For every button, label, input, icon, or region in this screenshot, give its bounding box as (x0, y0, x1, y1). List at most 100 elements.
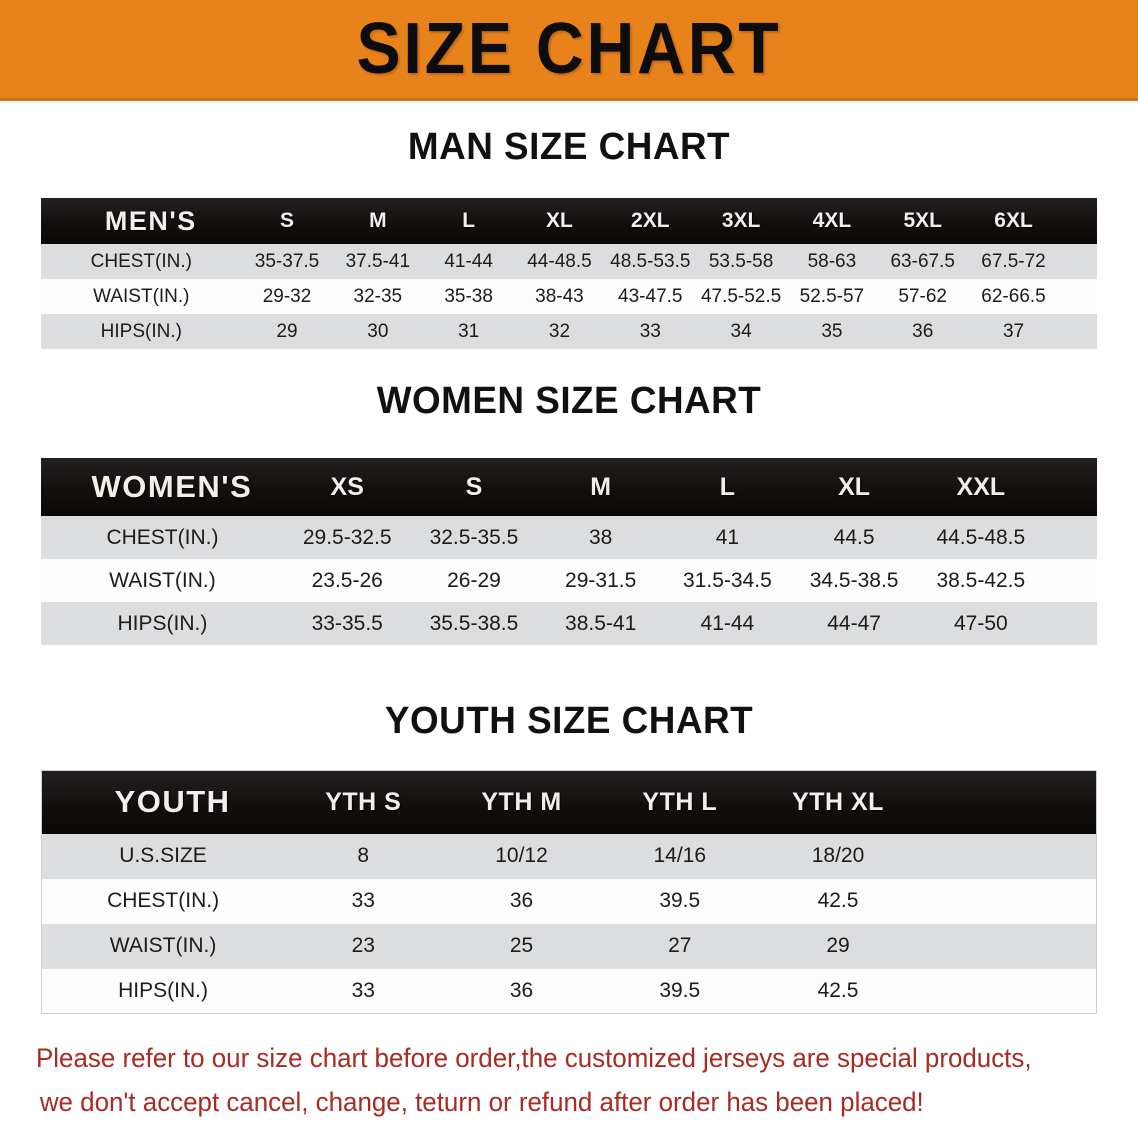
measurement-cell: 33 (639, 320, 661, 342)
measurement-cell: 41-44 (444, 250, 493, 272)
size-column-header: XL (546, 209, 573, 232)
row-label: HIPS(IN.) (100, 320, 182, 342)
measurement-cell: 44-48.5 (527, 250, 592, 272)
size-column-header: YTH M (481, 787, 562, 816)
order-policy-disclaimer: Please refer to our size chart before or… (36, 1036, 1063, 1124)
row-label: WAIST(IN.) (93, 285, 190, 307)
table-row: U.S.SIZE 8 10/12 14/16 18/20 (41, 833, 1097, 879)
measurement-cell: 34.5-38.5 (809, 568, 899, 592)
row-label: CHEST(IN.) (106, 525, 219, 549)
section-heading-man: MAN SIZE CHART (407, 126, 731, 168)
size-column-header: YTH XL (792, 787, 884, 816)
size-column-header: M (590, 472, 612, 501)
measurement-cell: 10/12 (495, 844, 548, 867)
women-size-table: WOMEN'S XS S M L XL XXL CHEST(IN.) 29.5-32.5 32.5… (41, 458, 1097, 645)
measurement-cell: 44.5 (833, 525, 875, 549)
measurement-cell: 62-66.5 (981, 285, 1046, 307)
measurement-cell: 14/16 (653, 844, 707, 867)
size-column-header: 3XL (721, 209, 761, 232)
row-label: CHEST(IN.) (107, 889, 220, 912)
section-heading-women: WOMEN SIZE CHART (376, 380, 762, 422)
measurement-cell: 31.5-34.5 (683, 568, 772, 592)
measurement-cell: 52.5-57 (799, 285, 865, 307)
size-column-header: YTH S (325, 787, 402, 816)
row-label: CHEST(IN.) (90, 250, 192, 272)
measurement-cell: 36 (912, 320, 934, 342)
measurement-cell: 23.5-26 (311, 568, 383, 592)
measurement-cell: 29-31.5 (565, 568, 637, 592)
measurement-cell: 32-35 (353, 285, 403, 307)
row-filler-cell (1044, 602, 1097, 645)
measurement-cell: 37 (1002, 320, 1025, 342)
measurement-cell: 29-32 (262, 285, 312, 307)
table-row: WAIST(IN.) 23 25 27 29 (41, 923, 1097, 969)
size-column-header: 5XL (903, 209, 942, 232)
table-row: CHEST(IN.) 35-37.5 37.5-41 41-44 44-48.5 48.5… (41, 244, 1097, 279)
measurement-cell: 35-37.5 (254, 250, 320, 272)
row-filler-cell (1059, 279, 1097, 314)
size-column-header: M (369, 209, 387, 232)
measurement-cell: 36 (509, 978, 534, 1002)
size-column-header: YTH L (642, 787, 718, 816)
size-column-header: S (280, 209, 295, 232)
header-filler-cell (1059, 198, 1097, 244)
measurement-cell: 23 (351, 934, 375, 957)
table-corner-label: YOUTH (114, 784, 231, 820)
measurement-cell: 44-47 (827, 611, 881, 635)
row-label: HIPS(IN.) (118, 978, 208, 1002)
measurement-cell: 63-67.5 (890, 250, 955, 272)
size-column-header: 4XL (812, 209, 852, 232)
size-column-header: L (462, 209, 476, 232)
row-filler-cell (917, 834, 1096, 879)
measurement-cell: 34 (730, 320, 752, 342)
row-label: U.S.SIZE (119, 844, 207, 867)
measurement-cell: 33-35.5 (311, 611, 383, 635)
table-row: CHEST(IN.) 33 36 39.5 42.5 (41, 878, 1097, 924)
measurement-cell: 41-44 (700, 611, 755, 635)
row-label: HIPS(IN.) (117, 611, 208, 635)
table-row: HIPS(IN.) 33-35.5 35.5-38.5 38.5-41 41-44 44-… (41, 602, 1097, 645)
measurement-cell: 41 (715, 525, 740, 549)
measurement-cell: 42.5 (817, 978, 859, 1002)
measurement-cell: 35-38 (444, 285, 493, 307)
measurement-cell: 47-50 (953, 611, 1008, 635)
disclaimer-line-1: Please refer to our size chart before or… (36, 1043, 1032, 1073)
size-column-header: L (719, 472, 736, 501)
row-label: WAIST(IN.) (109, 568, 216, 592)
men-size-table: MEN'S S M L XL 2XL 3XL 4XL 5XL 6XL CHEST(IN.) 35-37… (41, 198, 1097, 349)
measurement-cell: 38 (588, 525, 613, 549)
measurement-cell: 35.5-38.5 (429, 611, 519, 635)
measurement-cell: 57-62 (898, 285, 948, 307)
size-column-header: 6XL (994, 209, 1033, 232)
size-column-header: XS (330, 472, 364, 501)
measurement-cell: 43-47.5 (618, 285, 683, 307)
measurement-cell: 38-43 (535, 285, 584, 307)
disclaimer-line-2: we don't accept cancel, change, teturn o… (39, 1087, 924, 1117)
measurement-cell: 36 (509, 889, 534, 912)
measurement-cell: 25 (509, 934, 534, 957)
table-row: WAIST(IN.) 23.5-26 26-29 29-31.5 31.5-34.5 34… (41, 559, 1097, 602)
measurement-cell: 39.5 (659, 889, 701, 912)
measurement-cell: 33 (351, 889, 375, 912)
measurement-cell: 32.5-35.5 (429, 525, 519, 549)
table-row: CHEST(IN.) 29.5-32.5 32.5-35.5 38 41 44.5 44.5… (41, 516, 1097, 559)
measurement-cell: 47.5-52.5 (700, 285, 782, 307)
row-filler-cell (917, 969, 1096, 1014)
table-corner-label: WOMEN'S (91, 469, 253, 504)
row-filler-cell (1059, 314, 1097, 349)
measurement-cell: 48.5-53.5 (610, 250, 691, 272)
measurement-cell: 53.5-58 (708, 250, 774, 272)
measurement-cell: 38.5-41 (565, 611, 637, 635)
row-filler-cell (917, 879, 1096, 924)
table-row: HIPS(IN.) 29 30 31 32 33 34 35 36 37 (41, 314, 1097, 349)
measurement-cell: 33 (351, 978, 375, 1002)
header-filler-cell (917, 771, 1096, 834)
measurement-cell: 29 (826, 934, 850, 957)
measurement-cell: 67.5-72 (981, 250, 1046, 272)
measurement-cell: 39.5 (659, 978, 701, 1002)
header-filler-cell (1044, 458, 1097, 516)
size-column-header: XXL (956, 472, 1006, 501)
table-header-row: YOUTH YTH S YTH M YTH L YTH XL (41, 770, 1097, 834)
measurement-cell: 35 (821, 320, 843, 342)
